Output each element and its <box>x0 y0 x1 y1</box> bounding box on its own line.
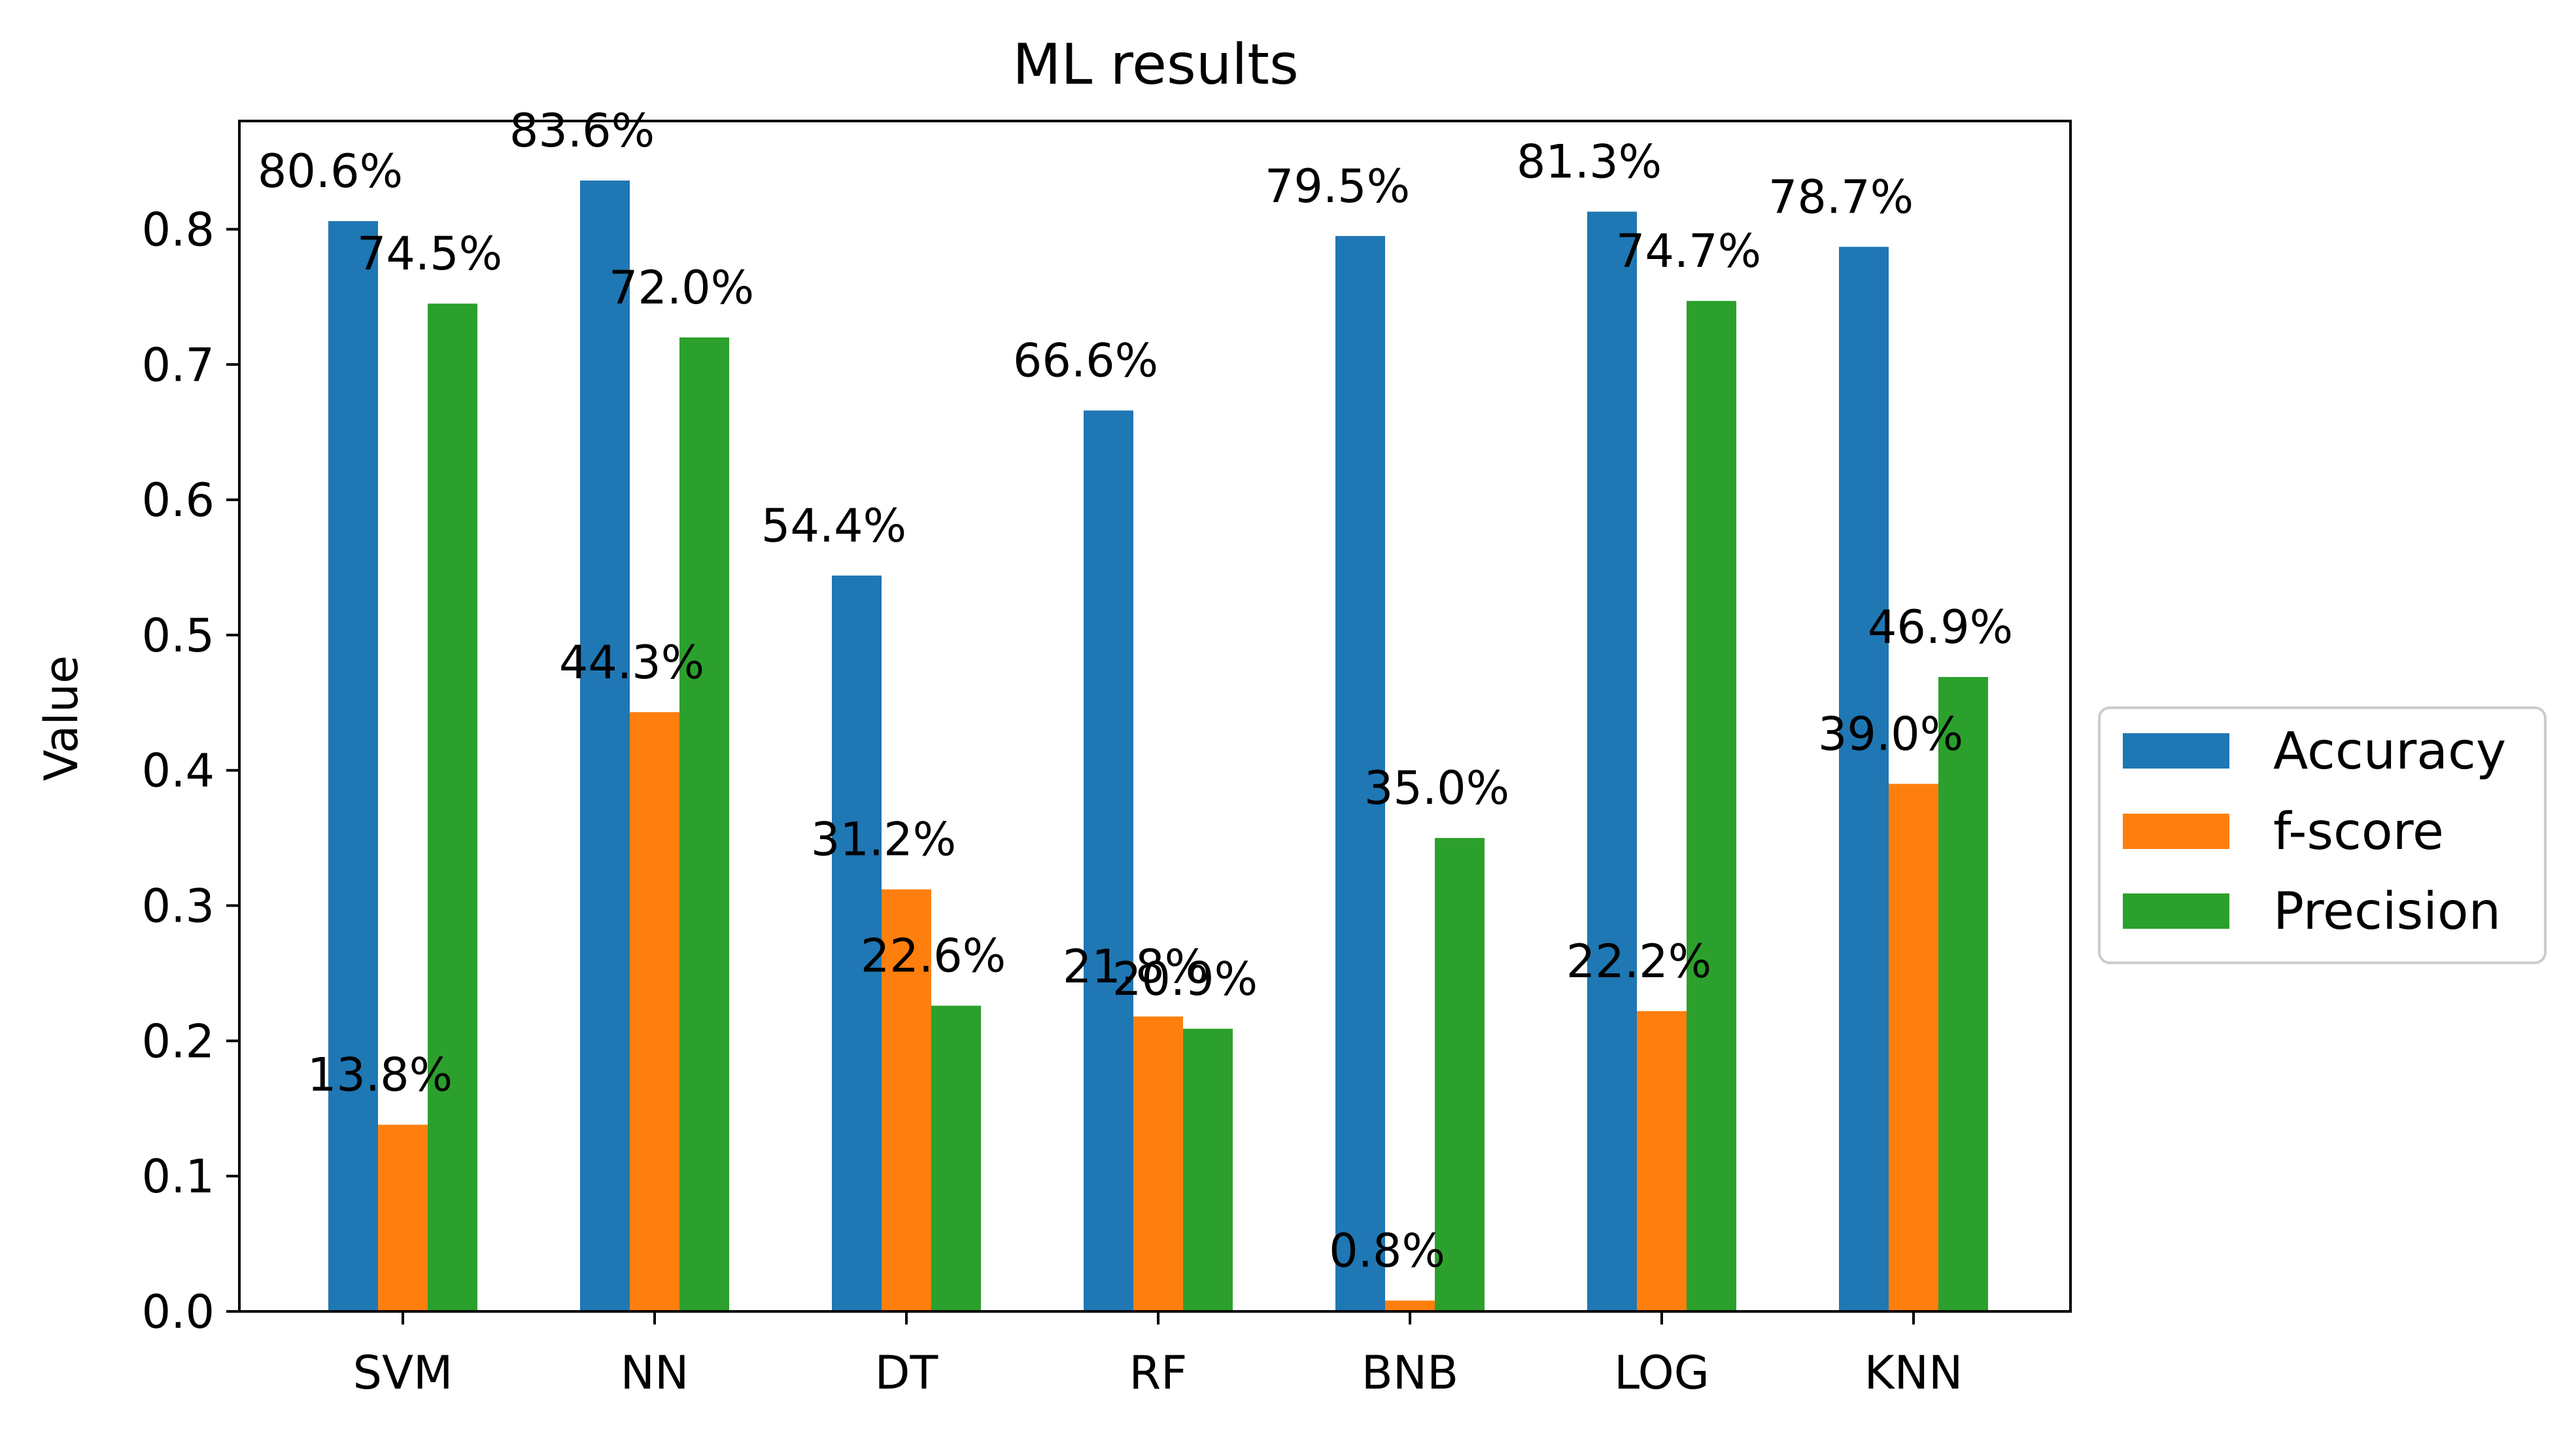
bar-accuracy-dt <box>832 575 882 1311</box>
data-label: 46.9% <box>1868 600 2013 654</box>
y-axis-ticks: 0.0 0.1 0.2 0.3 0.4 0.5 0.6 0.7 0.8 <box>142 203 239 1339</box>
bar-accuracy-bnb <box>1335 235 1385 1312</box>
bar-precision-rf <box>1183 1028 1233 1311</box>
legend: Accuracy f-score Precision <box>2098 706 2547 964</box>
y-tick-label: 0.6 <box>142 474 215 527</box>
data-label: 22.6% <box>861 929 1006 983</box>
data-label: 20.9% <box>1112 952 1258 1006</box>
data-label: 31.2% <box>811 813 956 867</box>
bar-f-score-dt <box>882 889 931 1311</box>
bar-accuracy-rf <box>1084 410 1133 1312</box>
x-axis-ticks: SVM NN DT RF BNB LOG KNN <box>353 1311 1963 1400</box>
bar-precision-bnb <box>1435 838 1485 1311</box>
data-label: 81.3% <box>1517 135 1662 189</box>
bar-precision-nn <box>679 337 729 1311</box>
y-axis-label: Value <box>35 655 88 781</box>
data-label: 79.5% <box>1265 160 1410 213</box>
y-tick-label: 0.2 <box>142 1014 215 1068</box>
x-tick-label: KNN <box>1864 1346 1963 1400</box>
y-tick-label: 0.3 <box>142 880 215 933</box>
x-tick-label: BNB <box>1362 1346 1458 1400</box>
bar-precision-svm <box>428 303 477 1311</box>
legend-label: f-score <box>2273 803 2444 861</box>
bar-f-score-svm <box>378 1124 428 1311</box>
y-tick-label: 0.1 <box>142 1150 215 1203</box>
plot-frame <box>238 120 2072 1313</box>
y-tick-label: 0.0 <box>142 1285 215 1339</box>
legend-swatch-f-score <box>2123 814 2229 849</box>
data-label: 83.6% <box>509 104 655 158</box>
legend-swatch-precision <box>2123 893 2229 929</box>
x-tick-label: NN <box>621 1346 689 1400</box>
y-tick-label: 0.4 <box>142 744 215 798</box>
y-tick-label: 0.8 <box>142 203 215 256</box>
x-tick-label: DT <box>875 1346 938 1400</box>
data-label: 54.4% <box>761 499 906 553</box>
data-label: 13.8% <box>307 1048 453 1102</box>
data-label: 74.7% <box>1616 224 1761 278</box>
data-label: 78.7% <box>1768 170 1914 224</box>
x-tick-label: RF <box>1129 1346 1188 1400</box>
x-tick-label: SVM <box>353 1346 453 1400</box>
data-label: 44.3% <box>559 636 704 689</box>
bar-f-score-log <box>1637 1011 1687 1311</box>
bar-precision-dt <box>931 1005 981 1311</box>
data-label: 22.2% <box>1566 935 1711 988</box>
data-label: 66.6% <box>1013 334 1158 388</box>
x-tick-label: LOG <box>1614 1346 1709 1400</box>
legend-label: Accuracy <box>2273 722 2506 781</box>
data-label: 72.0% <box>609 261 754 315</box>
y-tick-label: 0.7 <box>142 338 215 392</box>
bar-accuracy-knn <box>1839 247 1889 1311</box>
data-label: 74.5% <box>357 227 502 281</box>
bar-f-score-nn <box>630 712 679 1311</box>
bar-f-score-rf <box>1133 1016 1183 1311</box>
bar-f-score-knn <box>1889 784 1938 1311</box>
legend-label: Precision <box>2273 882 2501 941</box>
bars-group <box>328 181 1988 1312</box>
data-labels-group: 80.6% 13.8% 74.5% 83.6% 44.3% 72.0% 54.4% 31.2%… <box>258 104 2013 1277</box>
bar-accuracy-log <box>1587 211 1637 1312</box>
data-label: 35.0% <box>1364 761 1509 815</box>
data-label: 80.6% <box>258 145 403 198</box>
y-tick-label: 0.5 <box>142 609 215 663</box>
bar-f-score-bnb <box>1385 1300 1435 1311</box>
data-label: 0.8% <box>1329 1224 1445 1277</box>
chart-title: ML results <box>1012 32 1299 97</box>
legend-swatch-accuracy <box>2123 733 2229 769</box>
bar-accuracy-nn <box>580 181 630 1311</box>
bar-accuracy-svm <box>328 221 378 1312</box>
bar-precision-knn <box>1938 677 1988 1311</box>
data-label: 21.8% <box>1063 940 1208 994</box>
bar-precision-log <box>1687 301 1736 1312</box>
data-label: 39.0% <box>1818 707 1963 761</box>
